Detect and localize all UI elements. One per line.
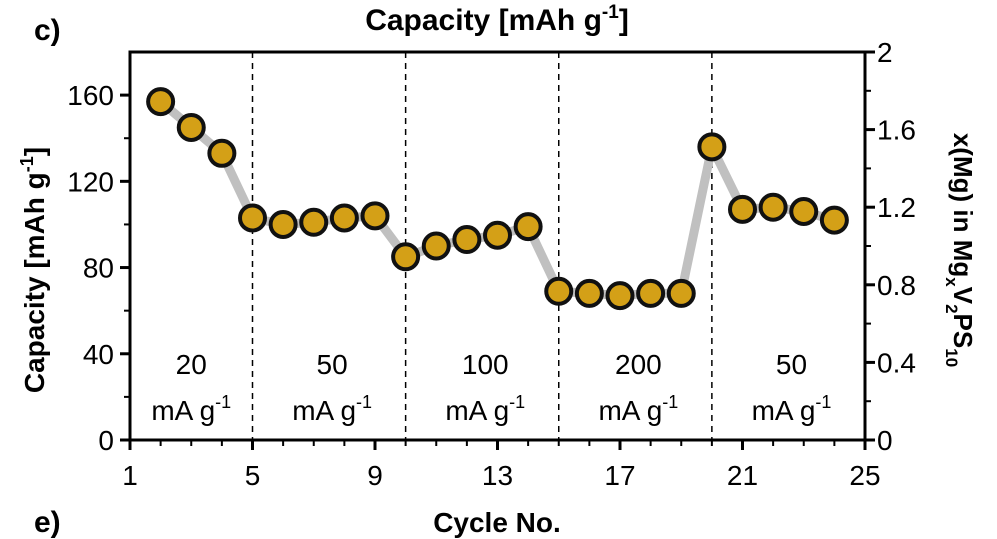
y-axis-label: Capacity [mAh g-1] [17,147,50,393]
y-tick-label: 120 [67,166,114,197]
data-point [819,205,849,235]
data-point [605,281,635,311]
data-series [146,87,849,311]
y-tick-label: 0 [98,425,114,456]
rate-separators [251,52,713,440]
x-tick-label: 21 [727,460,758,491]
data-point [207,138,237,168]
data-point [789,197,819,227]
data-point [513,212,543,242]
data-point [421,231,451,261]
y2-axis-label: x(Mg) in MgxV2PS10 [942,133,978,367]
panel-label-c: c) [34,14,61,47]
rate-unit: mA g-1 [445,392,525,426]
data-point [391,242,421,272]
data-point [360,201,390,231]
rate-unit: mA g-1 [292,392,372,426]
x-tick-label: 17 [604,460,635,491]
rate-value: 50 [317,349,348,380]
rate-value: 100 [462,349,509,380]
rate-value: 20 [176,349,207,380]
data-point [758,192,788,222]
y2-tick-label: 0 [877,425,893,456]
data-point [483,220,512,250]
rate-labels: 20 mA g-1 50 mA g-1 100 mA g-1 200 mA g-1 50 mA g… [151,349,831,426]
y-tick-label: 80 [83,253,114,284]
rate-value: 50 [776,349,807,380]
rate-unit: mA g-1 [752,392,832,426]
data-point [238,203,267,233]
y2-tick-label: 1.6 [877,115,916,146]
y2-tick-label: 0.4 [877,347,916,378]
panel-label-e: e) [34,506,61,539]
x-axis-label: Cycle No. [433,507,561,538]
data-point [329,203,359,233]
y-tick-label: 160 [67,80,114,111]
data-point [268,209,298,239]
y2-tick-label: 1.2 [877,192,916,223]
data-point [636,278,666,308]
data-point [697,132,727,162]
data-point [452,225,482,255]
rate-value: 200 [615,349,662,380]
chart-title: Capacity [mAh g-1] [365,2,629,37]
data-point [574,278,604,308]
rate-unit: mA g-1 [151,392,231,426]
y2-tick-label: 2 [877,37,893,68]
x-tick-label: 13 [482,460,513,491]
y-tick-label: 40 [83,339,114,370]
data-point [666,278,696,308]
x-tick-label: 5 [245,460,261,491]
rate-unit: mA g-1 [598,392,678,426]
x-tick-label: 1 [122,460,138,491]
axes-group: 1 5 9 13 17 21 25 0 40 80 120 160 0 0.4 0.8 1.2 1.6 2 [67,37,916,491]
x-tick-label: 25 [849,460,880,491]
data-point [728,194,757,224]
data-point [176,112,206,142]
x-tick-label: 9 [367,460,383,491]
data-point [299,207,329,237]
data-point [146,87,176,117]
y2-tick-label: 0.8 [877,270,916,301]
data-point [544,276,574,306]
